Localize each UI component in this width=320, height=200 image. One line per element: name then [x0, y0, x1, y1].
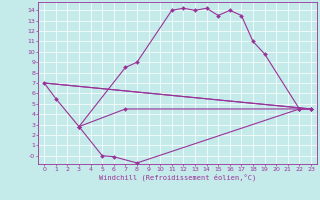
X-axis label: Windchill (Refroidissement éolien,°C): Windchill (Refroidissement éolien,°C) [99, 174, 256, 181]
